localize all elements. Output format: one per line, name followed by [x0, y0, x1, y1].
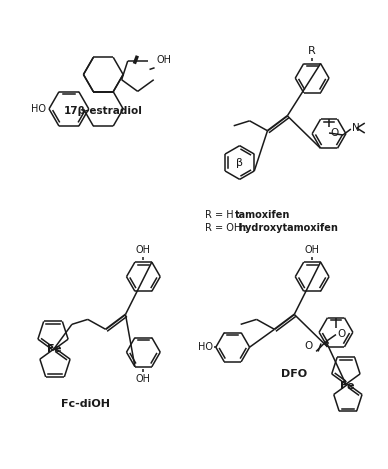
Text: OH: OH [136, 374, 151, 384]
Text: O: O [304, 341, 312, 351]
Text: N: N [352, 123, 360, 133]
Text: R: R [308, 46, 316, 56]
Text: Fe: Fe [47, 344, 61, 354]
Text: 17β-estradiol: 17β-estradiol [64, 106, 143, 116]
Text: OH: OH [156, 55, 171, 65]
Text: O: O [330, 128, 338, 138]
Text: O: O [337, 329, 345, 339]
Text: DFO: DFO [281, 369, 307, 379]
Text: OH: OH [136, 245, 151, 255]
Text: R = OH :: R = OH : [205, 223, 251, 233]
Text: β: β [236, 158, 243, 167]
Text: hydroxytamoxifen: hydroxytamoxifen [238, 223, 338, 233]
Text: Fe: Fe [340, 381, 354, 391]
Text: OH: OH [305, 245, 320, 255]
Text: tamoxifen: tamoxifen [235, 210, 290, 220]
Text: Fc-diOH: Fc-diOH [61, 399, 110, 409]
Text: HO: HO [198, 342, 213, 352]
Text: HO: HO [31, 104, 46, 114]
Text: R = H :: R = H : [205, 210, 243, 220]
